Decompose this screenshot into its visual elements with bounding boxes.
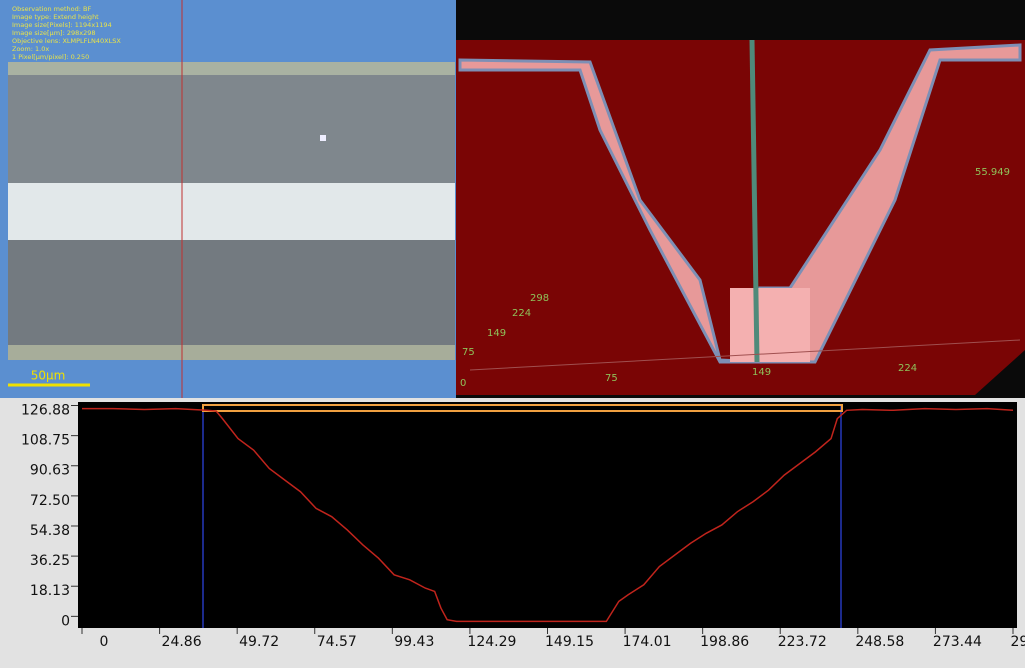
y-tick-label: 36.25 xyxy=(30,553,70,569)
info-line: 1 Pixel[μm/pixel]: 0.250 xyxy=(12,53,89,61)
x-tick-label: 49.72 xyxy=(239,634,279,650)
x-tick-label: 24.86 xyxy=(162,634,202,650)
y-tick-label: 54.38 xyxy=(30,523,70,539)
band xyxy=(8,62,455,75)
info-line: Objective lens: XLMPLFLN40XLSX xyxy=(12,37,121,45)
x-tick-label: 198.86 xyxy=(700,634,749,650)
band xyxy=(8,75,455,183)
x-tick-label: 298.30 xyxy=(1011,634,1025,650)
depth-label-3d: 224 xyxy=(512,308,531,319)
y-tick-label: 72.50 xyxy=(30,493,70,509)
x-tick-label: 174.01 xyxy=(623,634,672,650)
x-label-3d: 149 xyxy=(752,367,771,378)
x-tick-label: 74.57 xyxy=(317,634,357,650)
info-line: Observation method: BF xyxy=(12,5,91,13)
x-tick-label: 124.29 xyxy=(467,634,516,650)
surface-bottom xyxy=(730,288,810,362)
x-tick-label: 223.72 xyxy=(778,634,827,650)
x-label-3d: 0 xyxy=(460,378,466,389)
y-tick-label: 0 xyxy=(61,613,70,629)
x-label-3d: 224 xyxy=(898,363,917,374)
info-line: Zoom: 1.0x xyxy=(12,45,49,53)
x-tick-label: 99.43 xyxy=(394,634,434,650)
height-label: 55.949 xyxy=(975,167,1010,178)
plot-area xyxy=(78,402,1017,628)
page: 50μm Observation method: BFImage type: E… xyxy=(0,0,1025,668)
y-tick-label: 108.75 xyxy=(21,433,70,449)
info-line: Image size[Pixels]: 1194x1194 xyxy=(12,21,112,29)
info-line: Image size[μm]: 298x298 xyxy=(12,29,95,37)
x-tick-label: 149.15 xyxy=(545,634,594,650)
y-tick-label: 126.88 xyxy=(21,403,70,419)
y-tick-label: 18.13 xyxy=(30,583,70,599)
defect xyxy=(320,135,326,141)
screen: 50μm Observation method: BFImage type: E… xyxy=(0,0,1025,668)
depth-label-3d: 298 xyxy=(530,293,549,304)
y-tick-label: 90.63 xyxy=(30,463,70,479)
x-tick-label: 248.58 xyxy=(855,634,904,650)
band xyxy=(8,345,455,360)
band xyxy=(8,183,455,240)
info-line: Image type: Extend height xyxy=(12,13,99,21)
depth-label-3d: 149 xyxy=(487,328,506,339)
band xyxy=(8,240,455,345)
depth-label-3d: 75 xyxy=(462,347,475,358)
x-tick-label: 273.44 xyxy=(933,634,982,650)
scale-label: 50μm xyxy=(31,369,66,383)
x-tick-label: 0 xyxy=(100,634,109,650)
x-label-3d: 75 xyxy=(605,373,618,384)
